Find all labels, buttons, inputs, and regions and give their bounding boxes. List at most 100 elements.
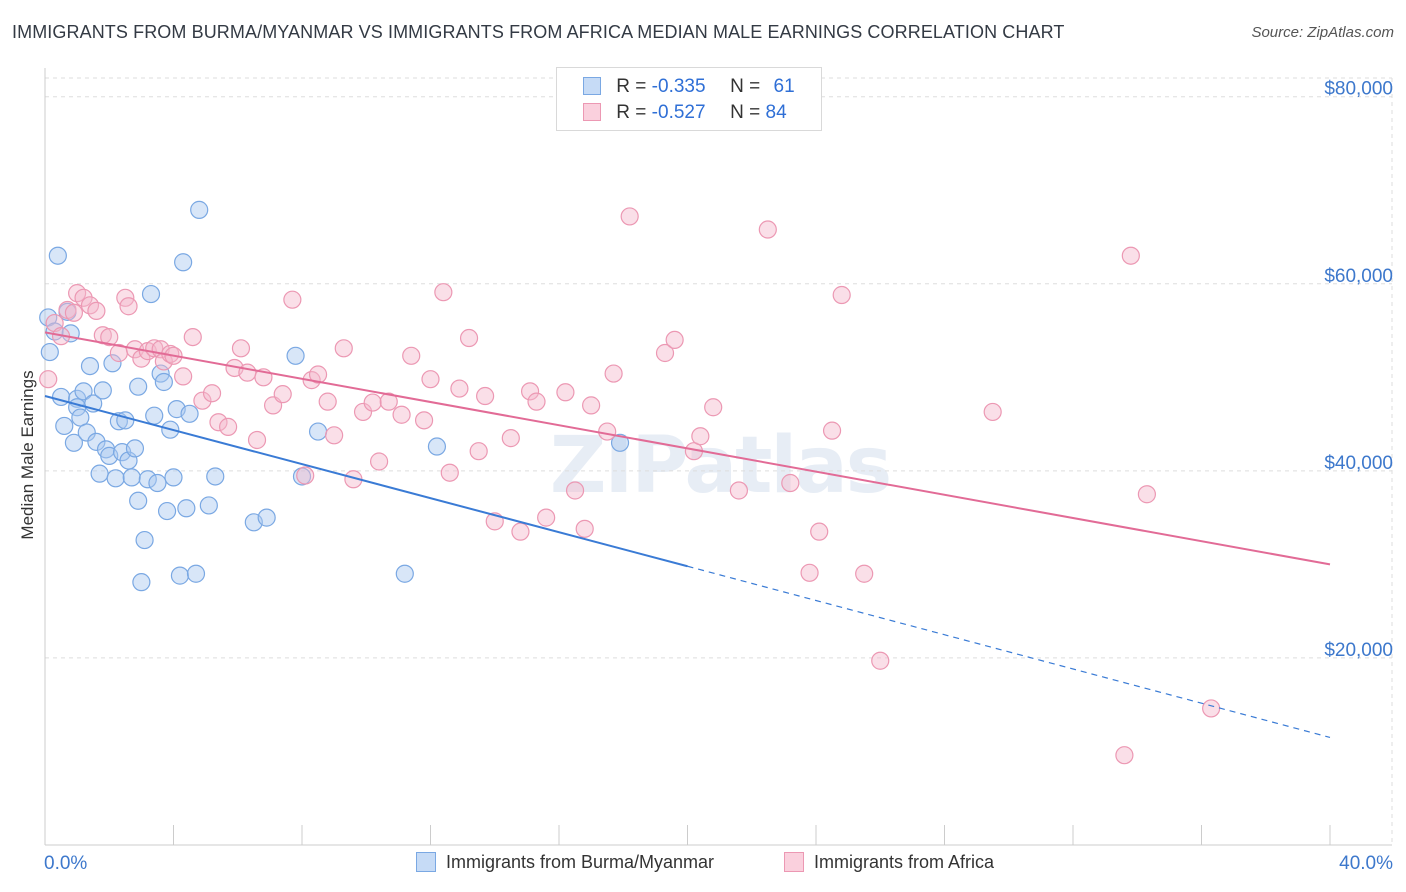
chart-title: IMMIGRANTS FROM BURMA/MYANMAR VS IMMIGRA… xyxy=(12,22,1065,42)
axis-layer xyxy=(44,68,1392,846)
data-point xyxy=(363,393,382,412)
data-point xyxy=(402,346,421,365)
data-point xyxy=(855,564,874,583)
data-point xyxy=(129,377,148,396)
data-point xyxy=(238,363,257,382)
n-label: N = xyxy=(730,76,761,97)
trend-line-burma-extrapolated xyxy=(687,565,1331,739)
x-tick-label: 40.0% xyxy=(1339,853,1393,874)
data-point xyxy=(116,411,135,430)
r-label: R = xyxy=(616,102,647,123)
data-point xyxy=(219,417,238,436)
data-point xyxy=(164,468,183,487)
data-point xyxy=(199,496,218,515)
data-point xyxy=(231,339,251,358)
r-value: -0.527 xyxy=(651,102,706,123)
series-africa-points xyxy=(39,207,1221,765)
data-point xyxy=(106,469,125,488)
data-point xyxy=(148,473,167,493)
stats-legend: R = -0.335 N = 61 R = -0.527 N = 84 xyxy=(556,67,822,131)
africa-legend-swatch xyxy=(784,852,804,872)
data-point xyxy=(154,372,173,392)
data-point xyxy=(810,522,829,541)
tick-labels: $20,000 $40,000 $60,000 $80,000 0.0% 40.0% xyxy=(44,79,1393,874)
data-point xyxy=(511,522,530,541)
data-point xyxy=(286,346,305,365)
data-point xyxy=(80,356,100,376)
data-point xyxy=(800,563,819,582)
data-point xyxy=(421,370,440,389)
data-point xyxy=(598,422,617,441)
data-point xyxy=(691,427,710,446)
data-point xyxy=(186,564,206,583)
data-point xyxy=(45,313,64,333)
data-point xyxy=(183,327,202,347)
data-point xyxy=(87,432,106,451)
data-point xyxy=(87,301,106,321)
data-point xyxy=(296,466,315,485)
data-point xyxy=(206,467,225,486)
data-point xyxy=(77,423,96,442)
stats-row-burma: R = -0.335 N = 61 xyxy=(583,76,795,100)
data-point xyxy=(476,386,495,406)
data-point xyxy=(610,433,630,452)
data-point xyxy=(48,246,67,265)
data-point xyxy=(459,328,479,348)
data-point xyxy=(74,382,93,401)
stats-row-africa: R = -0.527 N = 84 xyxy=(583,102,787,126)
data-point xyxy=(74,288,93,307)
data-point xyxy=(100,327,119,347)
data-point xyxy=(64,303,84,322)
data-point xyxy=(832,285,851,305)
legend-label-burma: Immigrants from Burma/Myanmar xyxy=(446,852,715,872)
legend-item-africa[interactable]: Immigrants from Africa xyxy=(784,852,994,873)
watermark-text: ZIPatlas xyxy=(550,421,890,511)
data-point xyxy=(257,508,276,527)
data-point xyxy=(392,405,411,424)
data-point xyxy=(202,384,222,403)
data-point xyxy=(704,398,723,417)
data-point xyxy=(1121,246,1140,265)
data-point xyxy=(1137,485,1156,504)
legend-item-burma[interactable]: Immigrants from Burma/Myanmar xyxy=(416,852,714,873)
y-tick-label: $80,000 xyxy=(1324,79,1393,100)
data-point xyxy=(604,364,623,383)
data-point xyxy=(177,499,196,518)
data-point xyxy=(64,433,84,452)
data-point xyxy=(39,370,58,389)
data-point xyxy=(1202,699,1221,718)
data-point xyxy=(450,379,469,398)
data-point xyxy=(174,367,193,386)
y-tick-label: $60,000 xyxy=(1324,266,1393,287)
data-point xyxy=(983,402,1002,422)
data-point xyxy=(395,564,414,583)
data-point xyxy=(55,416,74,436)
data-point xyxy=(273,385,292,404)
n-value: 61 xyxy=(773,76,795,97)
data-point xyxy=(353,402,373,422)
y-axis-label: Median Male Earnings xyxy=(18,370,37,540)
burma-swatch xyxy=(583,77,601,95)
data-point xyxy=(620,207,639,226)
data-point xyxy=(170,566,190,585)
data-point xyxy=(325,426,344,445)
data-point xyxy=(190,200,209,219)
data-point xyxy=(556,383,575,402)
data-point xyxy=(527,392,546,411)
data-point xyxy=(193,391,212,410)
data-point xyxy=(51,387,71,407)
data-point xyxy=(758,220,777,239)
source-credit: Source: ZipAtlas.com xyxy=(1251,24,1394,41)
data-point xyxy=(427,437,447,456)
africa-swatch xyxy=(583,103,601,121)
legend-label-africa: Immigrants from Africa xyxy=(814,852,995,872)
data-point xyxy=(537,508,556,527)
trend-lines xyxy=(44,331,1331,739)
data-point xyxy=(501,429,520,448)
data-point xyxy=(119,297,138,316)
data-point xyxy=(247,430,267,450)
data-point xyxy=(135,530,154,550)
data-point xyxy=(781,473,800,493)
data-point xyxy=(655,343,675,363)
